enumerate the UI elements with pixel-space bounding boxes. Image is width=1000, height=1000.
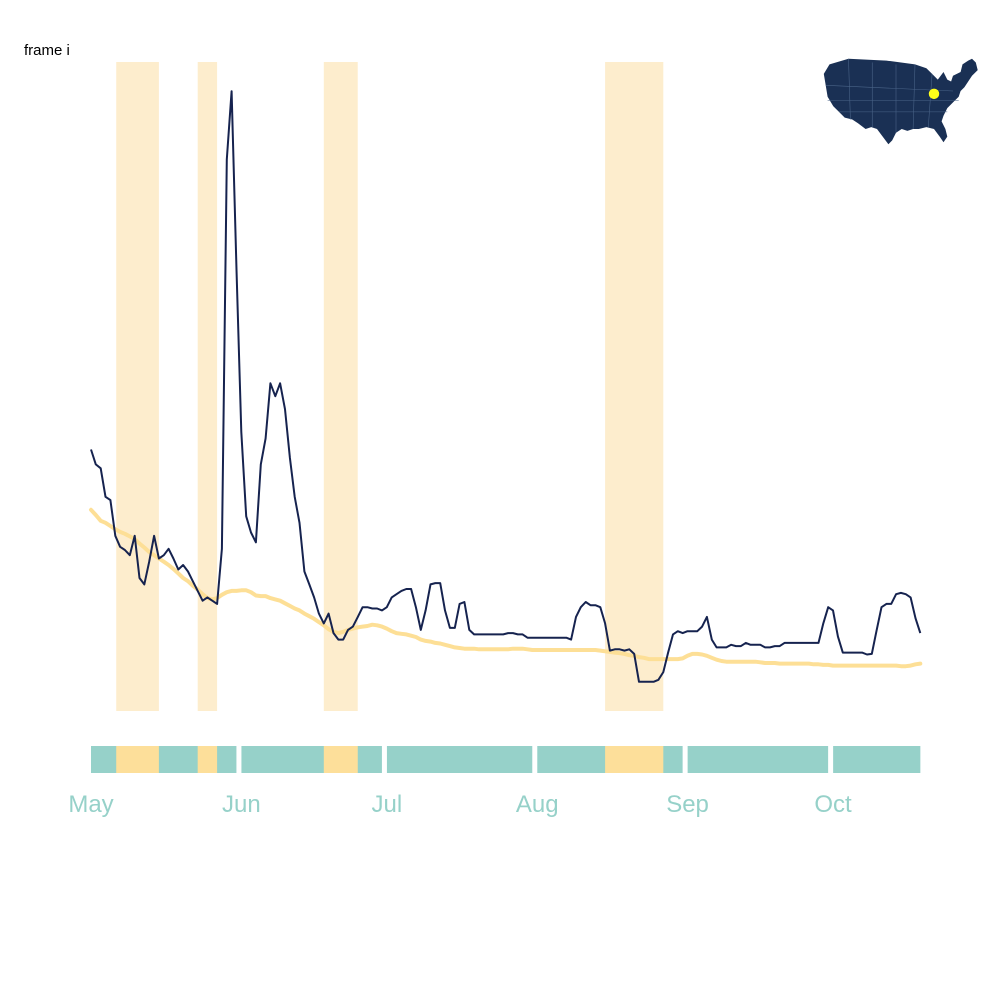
timeline-base	[91, 746, 921, 773]
timeline-month-divider	[381, 746, 387, 773]
timeline-highlight	[605, 746, 664, 773]
timeline-highlight	[197, 746, 218, 773]
timeline-highlight	[116, 746, 159, 773]
month-axis: May Jun Jul Aug Sep Oct	[68, 791, 852, 818]
timeline-month-divider	[236, 746, 242, 773]
us-map-shape	[823, 58, 978, 145]
frame-label: frame i	[24, 42, 70, 59]
highlight-band	[197, 62, 218, 711]
series-lines	[89, 90, 923, 683]
trend-line	[89, 507, 923, 669]
highlight-band	[605, 62, 664, 711]
month-tick-label: May	[68, 791, 113, 818]
month-tick-label: Oct	[814, 791, 852, 818]
location-marker-icon	[928, 88, 940, 100]
highlight-band	[323, 62, 358, 711]
month-tick-label: Jul	[372, 791, 403, 818]
timeline-month-divider	[532, 746, 538, 773]
highlight-band	[116, 62, 159, 711]
month-tick-label: Aug	[516, 791, 559, 818]
us-map-icon	[823, 58, 978, 145]
highlight-bands	[116, 62, 664, 711]
timeline-month-divider	[682, 746, 688, 773]
timeline-bar	[91, 746, 921, 773]
daily-line	[90, 90, 922, 683]
month-tick-label: Jun	[222, 791, 261, 818]
timeline-month-divider	[828, 746, 834, 773]
month-tick-label: Sep	[666, 791, 709, 818]
timeline-highlight	[323, 746, 358, 773]
